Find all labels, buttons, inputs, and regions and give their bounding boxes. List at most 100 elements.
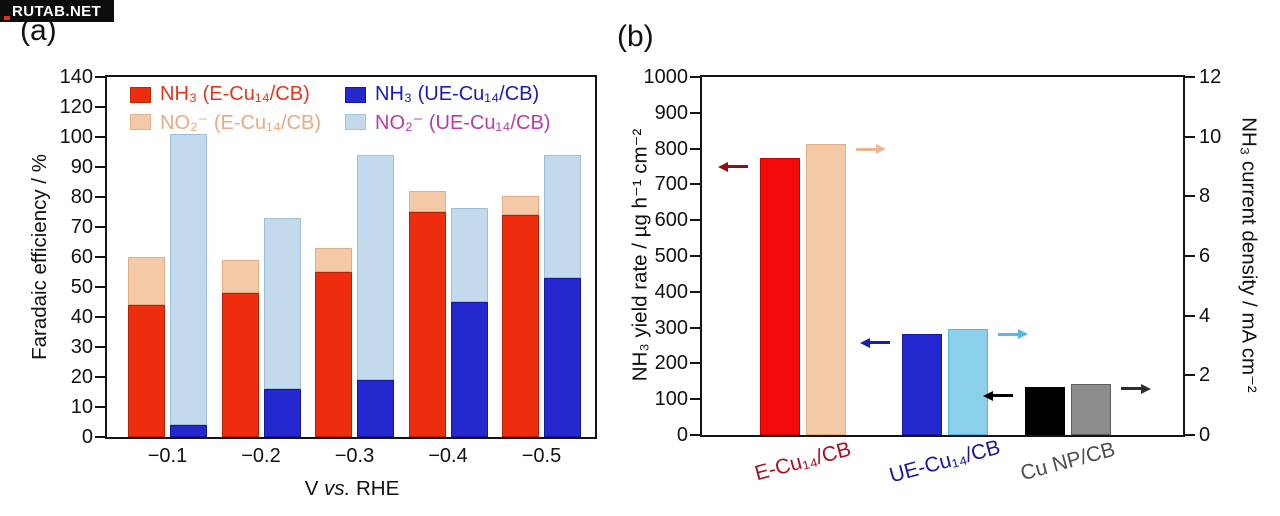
b-left-ytick-label-200: 200	[654, 352, 688, 375]
a-bar-g3-s1-seg1	[450, 207, 488, 302]
b-arrow-right-axis-2-head	[1141, 383, 1151, 394]
b-left-ytick-label-300: 300	[654, 316, 688, 339]
b-left-ytick-label-1000: 1000	[643, 66, 689, 88]
a-bar-g1-s1-seg0	[263, 389, 301, 437]
b-bar-yield-1	[902, 333, 942, 435]
a-bar-g1-s1-seg1	[263, 218, 301, 389]
a-xtick-label-0: −0.1	[147, 445, 188, 467]
b-arrow-right-axis-1-head	[1018, 329, 1028, 340]
b-arrow-left-axis-1	[860, 337, 890, 348]
b-left-ytick-label-800: 800	[654, 137, 688, 160]
a-xtick-label-4: −0.5	[521, 445, 562, 467]
b-arrow-right-axis-0-line	[856, 147, 877, 151]
b-arrow-left-axis-2	[983, 390, 1013, 401]
b-arrow-right-axis-0	[856, 144, 886, 155]
b-arrow-right-axis-2-line	[1121, 387, 1142, 391]
b-right-ytick-10	[1185, 135, 1195, 138]
b-left-ytick-500	[690, 255, 700, 257]
a-bar-g4-s1-seg1	[544, 155, 581, 278]
a-bar-g3-s0-seg1	[408, 191, 446, 212]
b-left-ytick-600	[690, 219, 700, 222]
a-bar-g1-s0-seg1	[221, 260, 259, 293]
a-bar-g0-s1-seg1	[170, 134, 207, 425]
a-ytick-90	[95, 166, 105, 168]
panel-b-label: (b)	[617, 20, 654, 53]
b-right-ytick-12	[1185, 76, 1195, 78]
b-right-ytick-0	[1185, 434, 1195, 436]
a-xtick-label-2: −0.3	[334, 445, 375, 467]
a-ytick-label-70: 70	[70, 216, 93, 238]
b-right-ytick-8	[1185, 195, 1195, 198]
b-bar-current-2	[1071, 383, 1111, 435]
a-ytick-label-80: 80	[70, 186, 93, 208]
a-xtick-label-3: −0.4	[428, 445, 468, 467]
b-arrow-right-axis-0-head	[876, 144, 886, 155]
b-arrow-right-axis-1	[998, 329, 1028, 340]
legend-swatch-0	[130, 87, 151, 103]
b-right-ytick-4	[1185, 314, 1195, 317]
b-left-ytick-label-400: 400	[654, 280, 688, 303]
panel-b-right-axis-title: NH₃ current density / mA cm⁻²	[1237, 117, 1261, 393]
legend-label-0: NH₃ (E-Cu₁₄/CB)	[160, 83, 310, 105]
a-ytick-40	[95, 316, 105, 318]
x-axis-title-vs: vs.	[324, 477, 351, 500]
b-right-ytick-2	[1185, 374, 1195, 377]
a-bar-g0-s0-seg1	[128, 257, 165, 305]
a-ytick-label-30: 30	[70, 336, 93, 358]
a-bar-g4-s0-seg0	[502, 215, 539, 437]
a-ytick-label-140: 140	[59, 66, 93, 88]
legend-label-1: NO₂⁻ (E-Cu₁₄/CB)	[160, 112, 322, 134]
a-ytick-20	[95, 376, 105, 378]
a-ytick-label-20: 20	[70, 366, 93, 388]
a-ytick-50	[95, 286, 105, 288]
legend-label-3: NO₂⁻ (UE-Cu₁₄/CB)	[375, 112, 551, 134]
b-left-ytick-1000	[690, 76, 700, 78]
legend-label-2: NH₃ (UE-Cu₁₄/CB)	[375, 83, 540, 105]
b-arrow-left-axis-0-head	[718, 161, 728, 172]
a-ytick-label-60: 60	[70, 246, 93, 268]
a-bar-g3-s1-seg0	[450, 302, 488, 437]
a-ytick-label-120: 120	[59, 96, 93, 118]
b-bar-yield-0	[760, 157, 800, 435]
a-bar-g0-s0-seg0	[128, 305, 165, 437]
a-ytick-100	[95, 136, 105, 138]
x-axis-title-suffix: RHE	[350, 477, 400, 500]
b-left-ytick-100	[690, 398, 700, 401]
b-right-ytick-label-12: 12	[1199, 66, 1222, 88]
a-ytick-label-0: 0	[81, 426, 93, 448]
b-right-ytick-6	[1185, 255, 1195, 257]
b-arrow-left-axis-1-head	[860, 337, 870, 348]
a-ytick-70	[95, 226, 105, 228]
watermark-accent	[4, 16, 10, 20]
b-left-ytick-700	[690, 183, 700, 186]
a-ytick-120	[95, 106, 105, 108]
b-arrow-left-axis-0-line	[727, 165, 748, 169]
panel-b-plot-area: 0 100 200 300 400 500 600 700 800 900 1000 0 2 4 6 8 10 1…	[644, 66, 1222, 487]
b-left-ytick-label-0: 0	[676, 424, 688, 446]
b-category-label-0: E-Cu₁₄/CB	[752, 437, 854, 486]
b-arrow-left-axis-2-head	[983, 390, 993, 401]
a-bar-g4-s1-seg0	[544, 278, 581, 437]
b-right-ytick-label-2: 2	[1199, 364, 1211, 387]
legend-swatch-3	[345, 114, 366, 130]
a-xtick-label-1: −0.2	[241, 445, 281, 467]
x-axis-title-prefix: V	[304, 477, 325, 500]
a-bar-g2-s0-seg1	[315, 248, 352, 272]
b-category-label-2: Cu NP/CB	[1018, 437, 1118, 486]
panel-a-plot-area: 0 10 20 30 40 50 60 70 80 90 100 120 140 −0.1 −0.2 −0.3…	[60, 66, 597, 467]
a-bar-g2-s1-seg1	[357, 155, 394, 380]
b-left-ytick-400	[690, 290, 700, 293]
b-right-ytick-label-0: 0	[1199, 424, 1211, 446]
a-ytick-label-50: 50	[70, 276, 93, 298]
b-arrow-left-axis-1-line	[869, 341, 890, 345]
legend-swatch-1	[130, 114, 151, 130]
a-bar-g3-s0-seg0	[408, 212, 446, 437]
a-ytick-60	[95, 256, 105, 258]
a-bar-g4-s0-seg1	[502, 195, 539, 215]
b-left-ytick-label-500: 500	[654, 245, 688, 267]
a-ytick-80	[95, 196, 105, 198]
a-ytick-label-90: 90	[70, 156, 93, 178]
b-bar-current-1	[948, 329, 988, 435]
a-bar-g0-s1-seg0	[170, 425, 207, 437]
